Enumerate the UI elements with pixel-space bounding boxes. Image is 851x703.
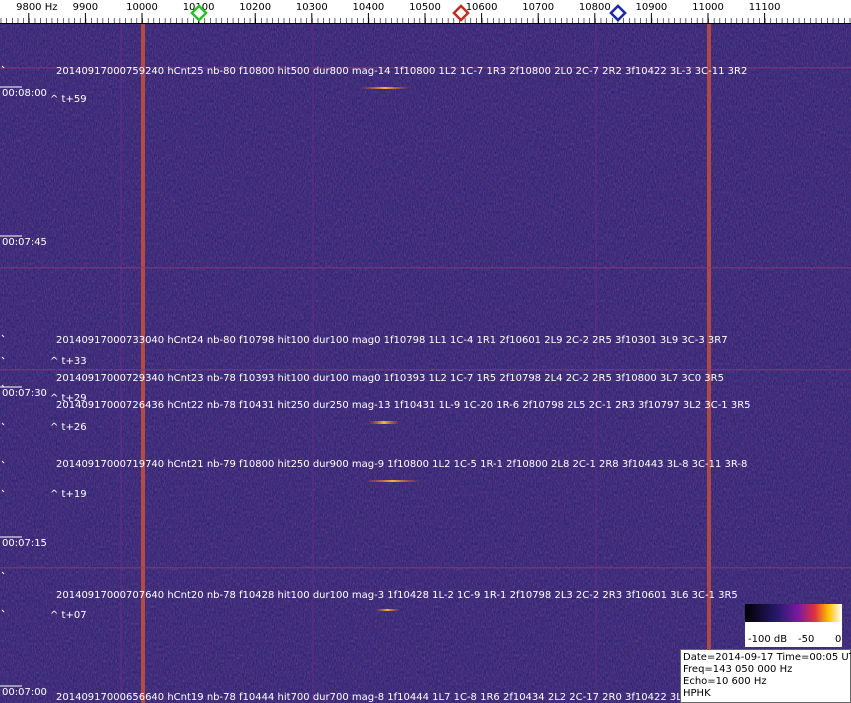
frequency-axis: 9800 Hz990010000101001020010300104001050… [0,0,851,24]
time-offset: ^ t+33 [50,356,87,367]
time-label: 00:07:30 [2,388,47,399]
event-tick [1,460,5,464]
time-offset: ^ t+26 [50,422,87,433]
frequency-label: 10900 [635,2,667,13]
colorbar-label: 0 [835,634,841,645]
detection-line: 20140917000733040 hCnt24 nb-80 f10798 hi… [56,335,728,346]
frequency-label: 10300 [296,2,328,13]
colorbar: -100 dB -50 0 [745,604,842,647]
time-offset: ^ t+29 [50,393,87,404]
frequency-label: 11000 [692,2,724,13]
time-label: 00:07:00 [2,687,47,698]
frequency-label: 10600 [466,2,498,13]
info-line: HPHK [683,688,711,699]
event-tick [1,356,5,360]
frequency-label: 10500 [409,2,441,13]
waterfall [0,24,851,703]
time-offset: ^ t+07 [50,610,87,621]
time-offset: ^ t+19 [50,489,87,500]
channel-marker [190,4,208,22]
event-tick [1,334,5,338]
labels: 00:08:00 00:07:45 00:07:30 00:07:15 00:07:00… [0,65,751,703]
frequency-label: 10000 [126,2,158,13]
event-tick [1,609,5,613]
event-tick [1,489,5,493]
colorbar-label: -100 dB [748,634,787,645]
detection-line: 20140917000707640 hCnt20 nb-78 f10428 hi… [56,590,738,601]
detection-line: 20140917000719740 hCnt21 nb-79 f10800 hi… [56,459,747,470]
channel-marker [609,4,627,22]
colorbar-label: -50 [798,634,814,645]
frequency-label: 10800 [579,2,611,13]
detection-line: 20140917000726436 hCnt22 nb-78 f10431 hi… [56,400,751,411]
frequency-label: 10200 [239,2,271,13]
time-offset: ^ t+59 [50,94,87,105]
detection-line: 20140917000656640 hCnt19 nb-78 f10444 hi… [56,692,709,703]
detection-line: 20140917000729340 hCnt23 nb-78 f10393 hi… [56,373,724,384]
detection-line: 20140917000759240 hCnt25 nb-80 f10800 hi… [56,66,747,77]
frequency-label: 11100 [749,2,781,13]
frequency-label: 9800 Hz [16,2,57,13]
event-tick [1,65,5,69]
event-tick [1,571,5,575]
event-tick [1,422,5,426]
frequency-label: 10700 [522,2,554,13]
frequency-label: 9900 [73,2,98,13]
event-tick [1,384,5,388]
info-line: Echo=10 600 Hz [683,676,767,687]
info-line: Date=2014-09-17 Time=00:05 UTC [683,652,851,663]
time-label: 00:08:00 [2,88,47,99]
info-line: Freq=143 050 000 Hz [683,664,792,675]
time-label: 00:07:15 [2,538,47,549]
time-label: 00:07:45 [2,237,47,248]
channel-marker [452,4,470,22]
frequency-label: 10400 [352,2,384,13]
